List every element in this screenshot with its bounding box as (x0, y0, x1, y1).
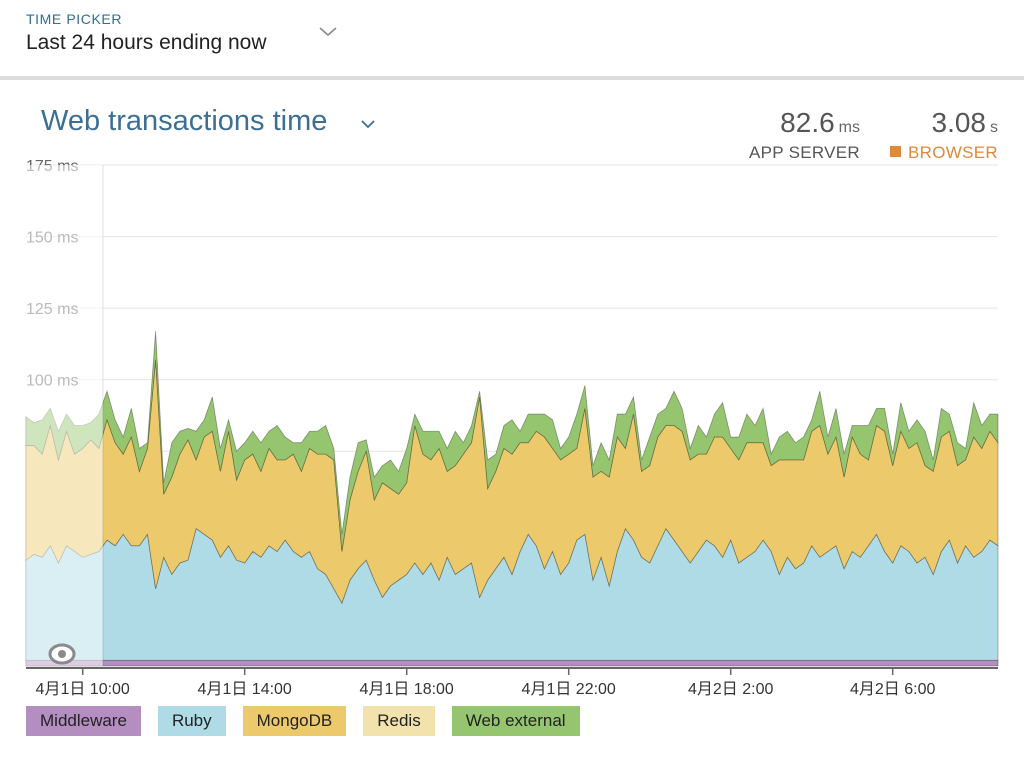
x-tick-label: 4月1日 22:00 (522, 681, 616, 698)
legend-item-middleware[interactable]: Middleware (26, 706, 141, 736)
browser-stat[interactable]: 3.08 s BROWSER (890, 107, 998, 163)
time-window-overlay[interactable] (26, 165, 103, 666)
time-picker[interactable]: TIME PICKER Last 24 hours ending now (0, 0, 1024, 76)
chevron-down-icon[interactable] (318, 25, 338, 39)
legend-item-redis[interactable]: Redis (363, 706, 435, 736)
eye-icon-pupil (58, 650, 66, 658)
legend-item-mongodb[interactable]: MongoDB (242, 706, 347, 736)
time-picker-value[interactable]: Last 24 hours ending now (26, 31, 267, 54)
browser-unit: s (990, 119, 998, 136)
x-tick-label: 4月1日 10:00 (36, 681, 130, 698)
web-transactions-chart[interactable]: 25 ms50 ms75 ms100 ms125 ms150 ms175 ms4… (0, 150, 1024, 706)
x-tick-label: 4月2日 6:00 (850, 681, 935, 698)
x-tick-label: 4月1日 14:00 (198, 681, 292, 698)
browser-label: BROWSER (908, 143, 998, 162)
app-server-label: APP SERVER (748, 143, 860, 162)
browser-value: 3.08 (931, 107, 987, 138)
x-tick-label: 4月1日 18:00 (360, 681, 454, 698)
browser-swatch-icon (890, 146, 902, 157)
app-server-stat: 82.6 ms APP SERVER (749, 107, 860, 163)
app-server-unit: ms (838, 119, 860, 136)
series-area-web-external[interactable] (25, 331, 999, 552)
chart-legend: Middleware Ruby MongoDB Redis Web extern… (26, 706, 597, 736)
app-server-value: 82.6 (780, 107, 835, 138)
chart-title[interactable]: Web transactions time (41, 105, 328, 137)
legend-item-web-external[interactable]: Web external (451, 706, 580, 736)
chevron-down-icon[interactable] (360, 118, 376, 130)
section-divider (0, 76, 1024, 80)
series-area-middleware[interactable] (25, 659, 999, 667)
legend-item-ruby[interactable]: Ruby (157, 706, 226, 736)
x-tick-label: 4月2日 2:00 (688, 681, 773, 698)
time-picker-caption: TIME PICKER (26, 11, 123, 27)
